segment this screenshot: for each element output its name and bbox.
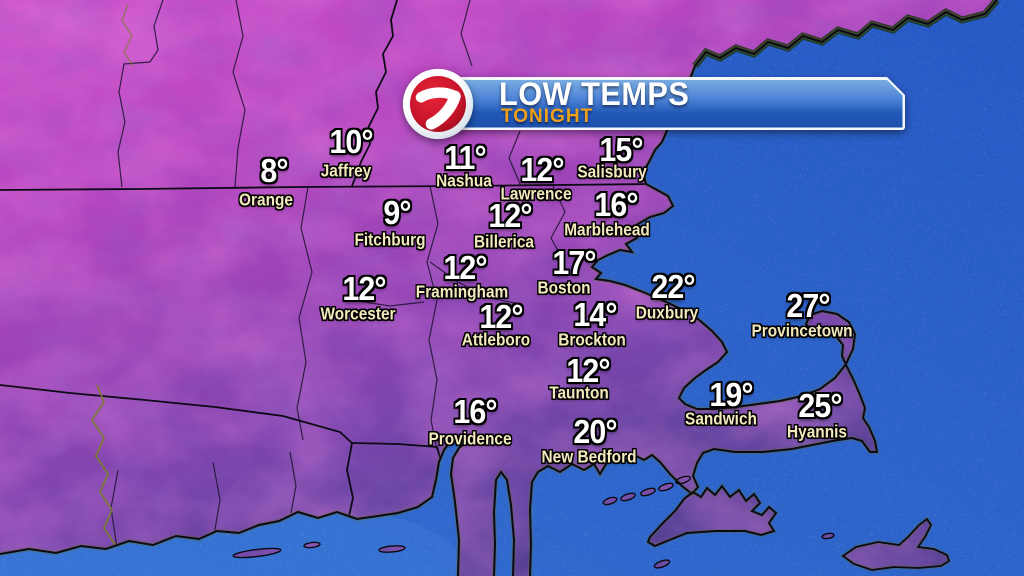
city-name-fitchburg: Fitchburg: [354, 229, 426, 250]
temp-value-attleboro: 12°: [479, 298, 523, 335]
island-outlines: [232, 475, 835, 569]
temp-value-sandwich: 19°: [709, 376, 753, 413]
city-name-marblehead: Marblehead: [564, 219, 650, 240]
city-name-providence: Providence: [428, 428, 512, 449]
banner-subtitle: TONIGHT: [501, 106, 594, 127]
city-name-jaffrey: Jaffrey: [320, 160, 372, 181]
banner-title: LOW TEMPS: [499, 76, 690, 112]
city-name-sandwich: Sandwich: [685, 408, 757, 429]
city-name-lawrence: Lawrence: [500, 183, 572, 204]
city-name-nashua: Nashua: [436, 170, 492, 191]
city-name-attleboro: Attleboro: [461, 329, 531, 350]
temp-value-orange: 8°: [260, 152, 288, 189]
rivers: [90, 3, 134, 558]
temp-value-billerica: 12°: [488, 197, 532, 234]
banner-background: [455, 80, 903, 128]
city-name-brockton: Brockton: [558, 329, 626, 350]
header-banner: LOW TEMPS TONIGHT: [452, 76, 905, 130]
temp-value-fitchburg: 9°: [383, 194, 411, 231]
digit-7-glyph: [415, 87, 461, 130]
city-name-boston: Boston: [537, 277, 591, 298]
temp-value-salisbury: 15°: [599, 131, 643, 168]
city-name-worcester: Worcester: [320, 303, 396, 324]
city-name-framingham: Framingham: [415, 281, 509, 302]
temp-value-hyannis: 25°: [798, 387, 842, 424]
temp-value-taunton: 12°: [566, 352, 610, 389]
city-name-provincetown: Provincetown: [751, 320, 853, 341]
temp-value-provincetown: 27°: [786, 287, 830, 324]
temp-value-jaffrey: 10°: [329, 123, 373, 160]
channel7-logo-icon: [402, 68, 474, 140]
temp-value-nashua: 11°: [444, 139, 486, 176]
city-name-hyannis: Hyannis: [787, 421, 847, 442]
temp-value-marblehead: 16°: [594, 186, 638, 223]
city-name-new-bedford: New Bedford: [541, 446, 637, 467]
city-name-taunton: Taunton: [549, 382, 609, 403]
temp-value-brockton: 14°: [573, 296, 617, 333]
temp-value-lawrence: 12°: [520, 151, 564, 188]
temp-value-boston: 17°: [552, 244, 596, 281]
city-name-billerica: Billerica: [474, 231, 534, 252]
city-name-duxbury: Duxbury: [635, 302, 699, 323]
temp-value-new-bedford: 20°: [573, 413, 617, 450]
city-name-salisbury: Salisbury: [577, 161, 647, 182]
city-name-orange: Orange: [239, 189, 293, 210]
channel7-logo: [400, 66, 476, 142]
temp-value-duxbury: 22°: [651, 268, 695, 305]
temp-value-providence: 16°: [453, 393, 497, 430]
temp-value-framingham: 12°: [443, 249, 487, 286]
temp-value-worcester: 12°: [342, 270, 386, 307]
